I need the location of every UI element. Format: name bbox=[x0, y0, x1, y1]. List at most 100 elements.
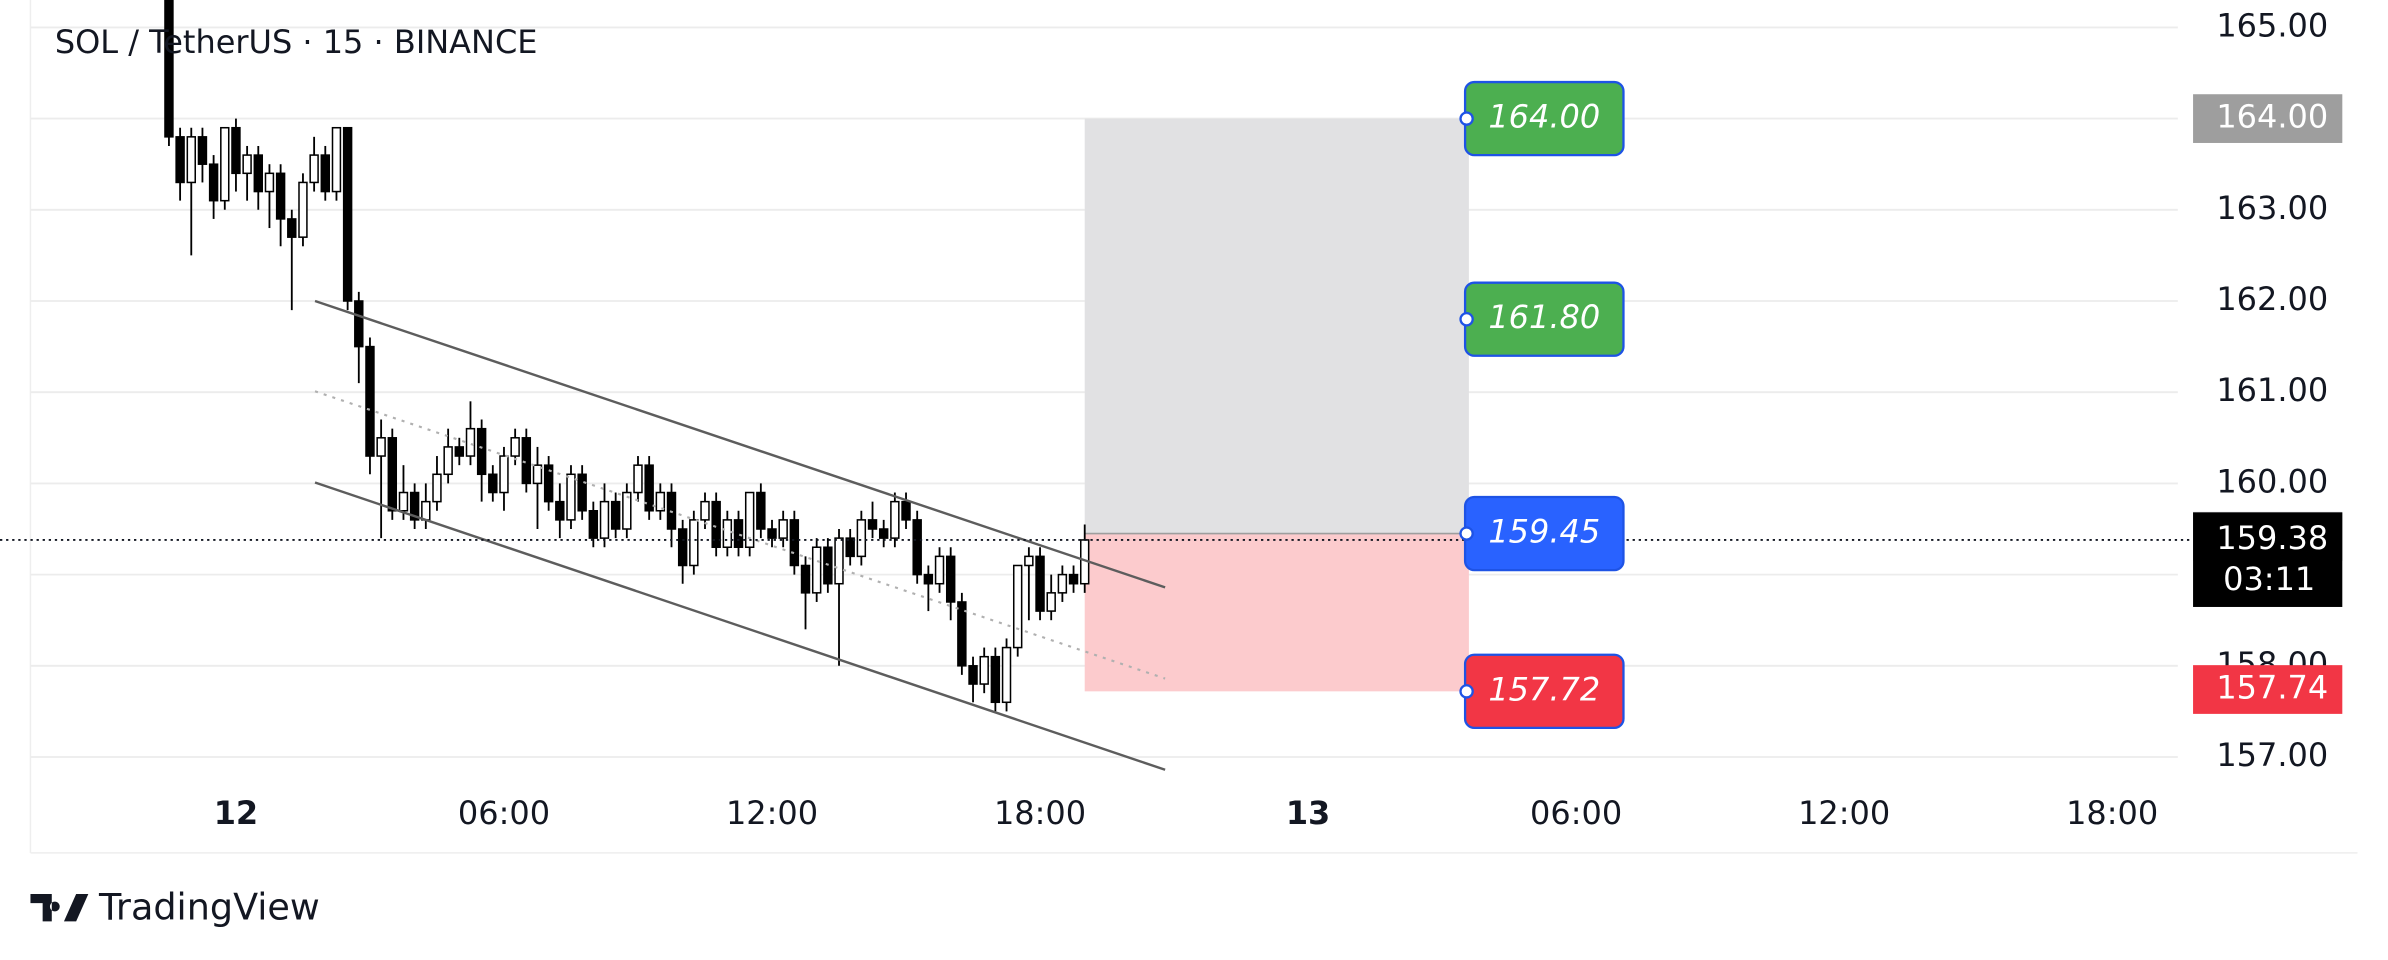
candle-body bbox=[510, 437, 520, 457]
channel-middle bbox=[314, 390, 1166, 680]
profit-zone bbox=[1084, 118, 1469, 534]
x-tick-label: 06:00 bbox=[1530, 794, 1622, 832]
candle-body bbox=[711, 500, 721, 549]
candle-body bbox=[700, 500, 710, 521]
stop-label: 157.72 bbox=[1488, 670, 1600, 708]
candle-body bbox=[934, 555, 945, 585]
target-label: 161.80 bbox=[1488, 298, 1600, 336]
candle-body bbox=[376, 437, 386, 457]
candle-body bbox=[354, 300, 364, 348]
x-tick-label: 06:00 bbox=[458, 794, 550, 832]
candle-body bbox=[856, 519, 867, 558]
candle-body bbox=[555, 500, 565, 521]
candle-body bbox=[287, 218, 297, 238]
candle-body bbox=[186, 136, 196, 184]
candle-body bbox=[454, 446, 465, 457]
candle-body bbox=[465, 427, 476, 457]
candle-body bbox=[409, 491, 420, 521]
candle-body bbox=[599, 500, 610, 539]
candle-body bbox=[275, 172, 286, 220]
last-price-label: 159.38 bbox=[2216, 519, 2328, 557]
candle-body bbox=[990, 655, 1001, 704]
candle-body bbox=[633, 464, 643, 494]
overlay bbox=[1084, 118, 1469, 692]
candle-body bbox=[923, 573, 934, 585]
chart-title: SOL / TetherUS · 15 · BINANCE bbox=[55, 23, 538, 61]
stop-handle bbox=[1459, 684, 1474, 699]
candle-body bbox=[878, 528, 889, 539]
candle-body bbox=[1024, 555, 1034, 567]
candle-body bbox=[644, 464, 654, 512]
candle-body bbox=[331, 126, 342, 193]
candles bbox=[164, 0, 1090, 712]
candle-body bbox=[342, 126, 353, 302]
price-marker-label: 157.74 bbox=[2216, 669, 2328, 707]
candle-body bbox=[432, 473, 442, 503]
candle-body bbox=[901, 500, 911, 521]
candle-body bbox=[834, 537, 844, 585]
candle-body bbox=[253, 154, 264, 193]
last-price-marker bbox=[2193, 512, 2343, 607]
candle-body bbox=[298, 181, 308, 238]
entry-label: 159.45 bbox=[1488, 513, 1600, 551]
candle-body bbox=[756, 491, 766, 530]
candle-body bbox=[309, 154, 319, 184]
candle-body bbox=[689, 519, 699, 567]
candle-body bbox=[722, 519, 733, 549]
channel-lower bbox=[314, 481, 1166, 771]
candle-body bbox=[1012, 564, 1023, 649]
candle-body bbox=[220, 126, 230, 202]
price-marker-label: 164.00 bbox=[2216, 98, 2328, 136]
target-handle bbox=[1459, 312, 1474, 327]
candle-body bbox=[164, 0, 174, 138]
candle-body bbox=[231, 126, 241, 175]
candle-body bbox=[566, 473, 576, 521]
x-tick-label: 12:00 bbox=[1798, 794, 1890, 832]
candle-body bbox=[957, 601, 967, 667]
x-tick-label: 12 bbox=[214, 794, 258, 832]
brand-name: TradingView bbox=[98, 886, 320, 929]
candle-body bbox=[320, 154, 331, 193]
candle-body bbox=[421, 500, 431, 521]
x-tick-label: 13 bbox=[1286, 794, 1331, 832]
x-tick-label: 12:00 bbox=[726, 794, 818, 832]
candle-body bbox=[543, 464, 554, 503]
brand-logo bbox=[30, 894, 89, 922]
entry-handle bbox=[1459, 526, 1474, 541]
countdown-label: 03:11 bbox=[2223, 560, 2315, 598]
candle-body bbox=[677, 528, 688, 567]
y-tick-label: 161.00 bbox=[2216, 371, 2328, 409]
candle-body bbox=[264, 172, 275, 193]
candle-body bbox=[242, 154, 252, 175]
candle-body bbox=[1068, 573, 1079, 585]
y-tick-label: 163.00 bbox=[2216, 189, 2328, 227]
candle-body bbox=[532, 464, 543, 485]
candle-body bbox=[912, 519, 922, 576]
candle-body bbox=[800, 564, 811, 594]
candle-body bbox=[197, 136, 208, 165]
candle-body bbox=[610, 500, 621, 530]
candle-body bbox=[476, 427, 487, 476]
candle-body bbox=[845, 537, 855, 558]
candle-body bbox=[387, 437, 398, 512]
y-tick-label: 165.00 bbox=[2216, 6, 2328, 44]
candle-body bbox=[175, 136, 185, 184]
candle-body bbox=[778, 519, 788, 539]
x-tick-label: 18:00 bbox=[994, 794, 1086, 832]
tools: 164.00 161.80 159.45 157.72 bbox=[0, 80, 2194, 771]
target-handle bbox=[1459, 111, 1474, 126]
axis: 157.00158.00159.00160.00161.00162.00163.… bbox=[214, 6, 2343, 832]
candle-body bbox=[208, 163, 219, 202]
y-tick-label: 157.00 bbox=[2216, 736, 2328, 774]
candle-body bbox=[867, 519, 878, 530]
candle-body bbox=[1001, 646, 1012, 704]
price-marker bbox=[2193, 94, 2343, 143]
y-tick-label: 162.00 bbox=[2216, 280, 2328, 318]
candle-body bbox=[945, 555, 956, 603]
candle-body bbox=[1046, 592, 1056, 612]
candle-body bbox=[789, 519, 800, 567]
candle-body bbox=[365, 345, 375, 457]
candle-body bbox=[979, 655, 989, 685]
